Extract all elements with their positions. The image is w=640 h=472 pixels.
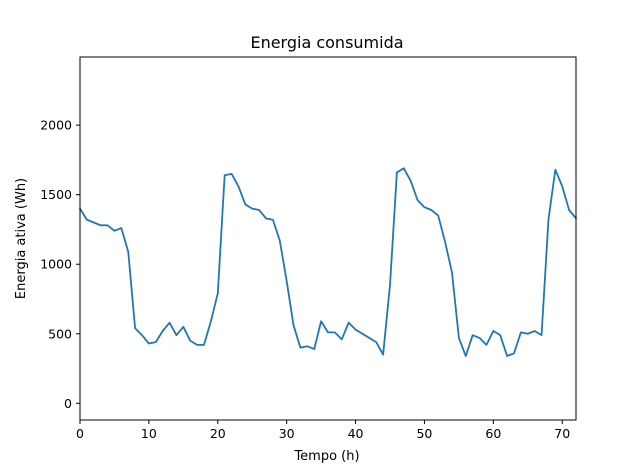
x-tick-label: 30 <box>279 426 295 441</box>
y-tick-label: 1500 <box>40 187 72 202</box>
y-axis: 0 500 1000 1500 2000 <box>40 118 80 411</box>
y-tick-label: 500 <box>48 326 72 341</box>
y-tick-label: 0 <box>64 396 72 411</box>
x-axis: 0 10 20 30 40 50 60 70 <box>76 420 570 441</box>
x-tick-label: 50 <box>416 426 432 441</box>
x-tick-label: 70 <box>554 426 570 441</box>
y-tick-label: 2000 <box>40 118 72 133</box>
x-tick-label: 60 <box>485 426 501 441</box>
y-axis-label: Energia ativa (Wh) <box>14 178 29 299</box>
chart-title: Energia consumida <box>250 33 403 52</box>
x-tick-label: 10 <box>141 426 157 441</box>
x-tick-label: 0 <box>76 426 84 441</box>
x-tick-label: 20 <box>210 426 226 441</box>
series-line <box>79 167 577 357</box>
y-tick-label: 1000 <box>40 257 72 272</box>
plot-frame <box>79 56 577 421</box>
x-axis-label: Tempo (h) <box>293 449 359 464</box>
x-tick-label: 40 <box>348 426 364 441</box>
